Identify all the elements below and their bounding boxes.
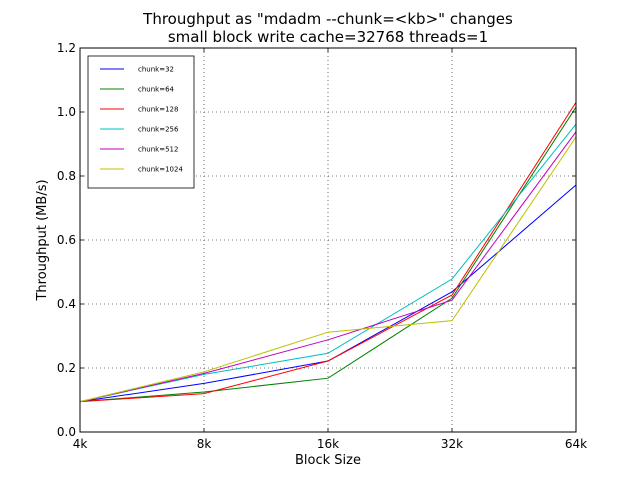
- chart-title: Throughput as "mdadm --chunk=<kb>" chang…: [142, 10, 513, 28]
- series-line: [79, 123, 577, 403]
- legend-label: chunk=32: [138, 66, 174, 74]
- y-tick-label: 0.6: [57, 233, 76, 247]
- y-tick-label: 1.0: [57, 105, 76, 119]
- chart-subtitle: small block write cache=32768 threads=1: [168, 28, 488, 46]
- legend-label: chunk=64: [138, 86, 175, 94]
- series-line: [79, 131, 577, 403]
- y-tick-label: 0.0: [57, 425, 76, 439]
- legend-label: chunk=512: [138, 146, 178, 154]
- legend-label: chunk=256: [138, 126, 179, 134]
- x-axis-label: Block Size: [295, 453, 361, 468]
- y-tick-label: 1.2: [57, 41, 76, 55]
- x-tick-label: 8k: [197, 437, 212, 451]
- x-tick-label: 4k: [73, 437, 88, 451]
- tick-layer: 4k 8k 16k 32k 64k 0.0 0.2 0.4 0.6 0.8 1.0 1.2: [57, 41, 587, 451]
- y-axis-label: Throughput (MB/s): [35, 179, 50, 301]
- y-tick-label: 0.2: [57, 361, 76, 375]
- series-line: [79, 102, 577, 403]
- legend-box: [87, 55, 195, 189]
- series-layer: [79, 102, 577, 403]
- y-tick-label: 0.4: [57, 297, 76, 311]
- x-tick-label: 32k: [441, 437, 463, 451]
- x-tick-label: 16k: [317, 437, 339, 451]
- series-line: [79, 106, 577, 403]
- series-line: [79, 136, 577, 403]
- legend-label: chunk=1024: [138, 166, 183, 174]
- legend: chunk=32 chunk=64 chunk=128 chunk=256 chunk=…: [87, 55, 195, 189]
- legend-label: chunk=128: [138, 106, 178, 114]
- x-tick-label: 64k: [565, 437, 587, 451]
- y-tick-label: 0.8: [57, 169, 76, 183]
- grid-layer: [80, 48, 576, 432]
